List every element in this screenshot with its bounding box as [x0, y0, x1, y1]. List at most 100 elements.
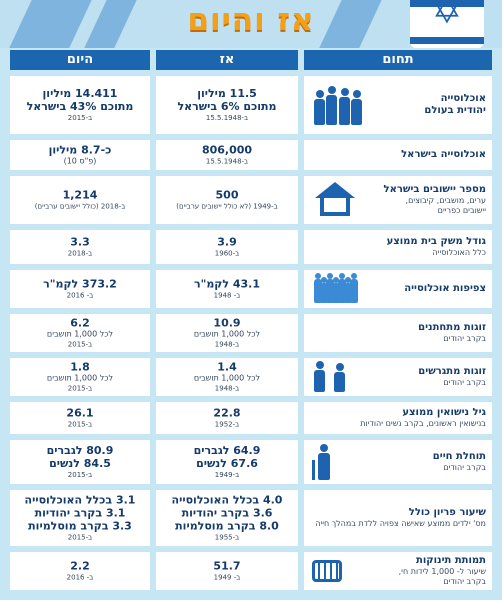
- now-cell: 373.2 לקמ"ר ב- 2016: [10, 270, 150, 308]
- then-cell: 64.9 לגברים 67.6 לנשים ב-1949: [156, 440, 298, 484]
- figure-body: [344, 283, 352, 303]
- field-label: זוגות מתחתנים בקרב יהודים: [310, 322, 486, 344]
- field-cell: צפיפות אוכלוסייה: [304, 270, 492, 308]
- field-subtitle: שיעור ל- 1,000 לידות חי, בקרב יהודים: [398, 567, 486, 586]
- table-row: תמותת תינוקות שיעור ל- 1,000 לידות חי, בק…: [10, 552, 492, 590]
- then-value: 43.1 לקמ"ר ב- 1948: [156, 278, 298, 301]
- then-value: 4.0 בכלל האוכלוסייה 3.6 בקרב יהודיות 8.0 ב…: [156, 494, 298, 543]
- now-cell: 14.411 מיליון מתוכם 43% בישראל ב-2015: [10, 76, 150, 134]
- now-value-line: 14.411 מיליון: [42, 87, 118, 100]
- house-roof: [315, 182, 355, 198]
- table-row: אוכלוסייה יהודית בעולם 11.5 מיליון מתוכם 6%…: [10, 76, 492, 134]
- table-row: תוחלת חיים בקרב יהודים 64.9 לגברים 67.6 לנש…: [10, 440, 492, 484]
- now-value: 3.3 ב-2018: [10, 236, 150, 259]
- header-then: אז: [156, 50, 298, 70]
- then-value: 64.9 לגברים 67.6 לנשים ב-1949: [156, 444, 298, 480]
- then-value: 1.4 לכל 1,000 תושבים ב-1948: [156, 361, 298, 394]
- crib-bar: [318, 562, 320, 580]
- now-cell: 1.8 לכל 1,000 תושבים ב-2015: [10, 358, 150, 396]
- field-title-line2: יהודית בעולם: [424, 105, 486, 116]
- figure-body: [314, 370, 325, 392]
- now-year: ב-2018: [67, 249, 93, 258]
- figure-head: [339, 273, 345, 279]
- field-label: תמותת תינוקות שיעור ל- 1,000 לידות חי, בק…: [382, 555, 486, 587]
- figure-head: [316, 361, 324, 369]
- then-cell: 806,000 ב-15.5.1948: [156, 140, 298, 170]
- field-cell: גיל נישואין ממוצע בנישואין ראשונים, בקרב …: [304, 402, 492, 434]
- figure-body: [318, 453, 330, 480]
- now-value-line: 1.8: [70, 360, 90, 374]
- now-value-line: מתוכם 43% בישראל: [26, 100, 134, 113]
- house-body: [320, 198, 350, 216]
- then-year: ב- 1948: [213, 291, 241, 300]
- people-group-icon: [312, 85, 362, 125]
- then-value-line: 1.4: [217, 360, 237, 374]
- then-cell: 4.0 בכלל האוכלוסייה 3.6 בקרב יהודיות 8.0 ב…: [156, 490, 298, 546]
- now-note: לכל 1,000 תושבים: [46, 329, 114, 339]
- now-value: 1,214 ב-2018 (כולל יישובים ערביים): [10, 189, 150, 212]
- flag-stripe: [410, 37, 484, 44]
- crowd-icon: [312, 273, 358, 305]
- cane: [312, 460, 315, 480]
- figure-head: [320, 444, 328, 452]
- crib-bar: [324, 562, 326, 580]
- table-row: זוגות מתגרשים בקרב יהודים 1.4 לכל 1,000 תוש…: [10, 358, 492, 396]
- now-value-line: 26.1: [66, 406, 94, 420]
- table-row: גיל נישואין ממוצע בנישואין ראשונים, בקרב …: [10, 402, 492, 434]
- figure-body: [338, 279, 346, 303]
- now-value-line: 80.9 לגברים: [46, 444, 114, 457]
- now-year: ב- 2016: [66, 573, 94, 582]
- now-year: ב-2015: [67, 533, 93, 542]
- figure-body: [320, 283, 328, 303]
- now-year: ב-2015: [67, 384, 93, 393]
- figure-head: [315, 273, 321, 279]
- then-cell: 10.9 לכל 1,000 תושבים ב-1948: [156, 314, 298, 352]
- field-subtitle: בקרב יהודים: [443, 334, 486, 343]
- field-subtitle: מס' ילדים ממוצע שאישה צפויה ללדת במהלך ח…: [315, 519, 486, 528]
- header-field: תחום: [304, 50, 492, 70]
- field-label: צפיפות אוכלוסייה: [382, 283, 486, 295]
- field-label: אוכלוסייה בישראל: [310, 149, 486, 161]
- field-cell: אוכלוסייה יהודית בעולם: [304, 76, 492, 134]
- then-value: 10.9 לכל 1,000 תושבים ב-1948: [156, 317, 298, 350]
- then-cell: 11.5 מיליון מתוכם 6% בישראל ב-15.5.1948: [156, 76, 298, 134]
- figure-body: [326, 95, 337, 125]
- field-cell: אוכלוסייה בישראל: [304, 140, 492, 170]
- then-year: ב-1949 (לא כולל יישובים ערביים): [176, 202, 278, 211]
- now-cell: 26.1 ב-2015: [10, 402, 150, 434]
- figure-head: [321, 277, 327, 283]
- then-value: 806,000 ב-15.5.1948: [156, 144, 298, 167]
- now-cell: 3.1 בכלל האוכלוסייה 3.1 בקרב יהודיות 3.3 ב…: [10, 490, 150, 546]
- field-cell: תוחלת חיים בקרב יהודים: [304, 440, 492, 484]
- now-year: ב-2018 (כולל יישובים ערביים): [34, 202, 126, 211]
- figure-body: [332, 283, 340, 303]
- star-of-david-icon: ✡: [431, 0, 463, 32]
- now-value: 26.1 ב-2015: [10, 407, 150, 430]
- field-cell: מספר יישובים בישראל ערים, מושבים, קיבוצים…: [304, 176, 492, 224]
- now-value: 14.411 מיליון מתוכם 43% בישראל ב-2015: [10, 87, 150, 123]
- field-title: אוכלוסייה: [440, 93, 486, 104]
- now-value: 373.2 לקמ"ר ב- 2016: [10, 278, 150, 301]
- field-title: תמותת תינוקות: [415, 555, 486, 566]
- then-value-line: 11.5 מיליון: [197, 87, 257, 100]
- field-title: זוגות מתחתנים: [418, 322, 486, 333]
- now-value-line: 6.2: [70, 316, 90, 330]
- field-title: תוחלת חיים: [432, 451, 486, 462]
- now-cell: 80.9 לגברים 84.5 לנשים ב-2015: [10, 440, 150, 484]
- then-value-line: 4.0 בכלל האוכלוסייה: [171, 493, 283, 507]
- figure-body: [351, 99, 362, 125]
- crib-frame: [312, 560, 342, 582]
- now-value-line: 3.3 בקרב מוסלמיות: [28, 519, 132, 533]
- then-cell: 3.9 ב-1960: [156, 230, 298, 264]
- then-year: ב- 1949: [213, 573, 241, 582]
- field-title: מספר יישובים בישראל: [383, 184, 486, 195]
- then-year: ב-1955: [214, 533, 240, 542]
- figure-head: [327, 273, 333, 279]
- then-value: 51.7 ב- 1949: [156, 560, 298, 583]
- then-value-line: 8.0 בקרב מוסלמיות: [175, 519, 279, 533]
- then-value-line: 43.1 לקמ"ר: [193, 277, 261, 291]
- elderly-cane-icon: [312, 444, 338, 480]
- figure-head: [333, 277, 339, 283]
- figure-head: [328, 86, 336, 94]
- then-value-line: 3.6 בקרב יהודיות: [181, 506, 273, 520]
